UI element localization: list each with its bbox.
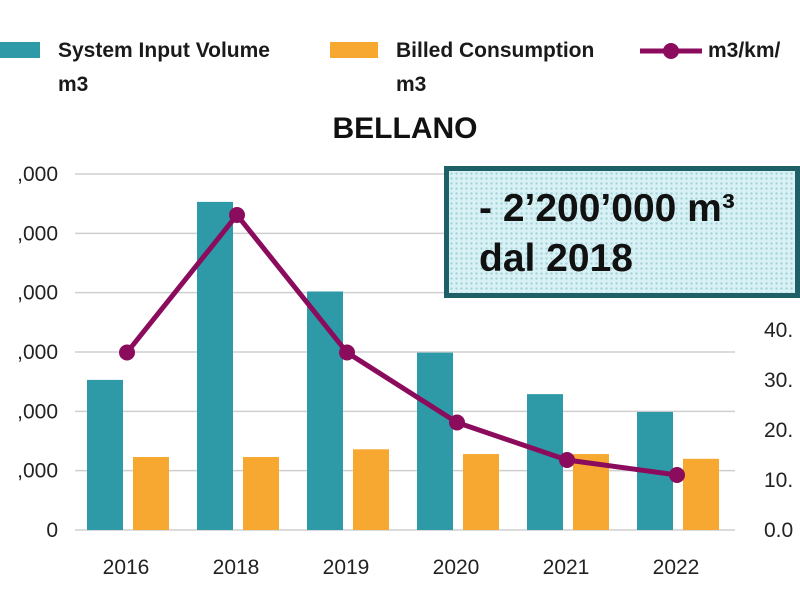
chart-title: BELLANO	[332, 112, 478, 145]
y-tick-label-left: 0	[46, 519, 58, 542]
legend-swatch-system-input	[0, 42, 40, 58]
bar-billed-consumption	[133, 457, 169, 530]
bar-billed-consumption	[683, 458, 719, 530]
x-tick-label: 2018	[213, 556, 260, 579]
y-tick-label-left: ,000	[17, 222, 58, 245]
callout-box: - 2’200’000 m³ dal 2018	[444, 166, 800, 298]
bar-system-input	[417, 352, 453, 530]
legend-label-system-input: System Input Volume m3	[58, 34, 270, 102]
legend-label-system-input-line2: m3	[58, 73, 89, 96]
x-tick-label: 2019	[323, 556, 370, 579]
y-tick-label-right: 20.	[764, 419, 793, 442]
line-point	[559, 452, 575, 468]
bar-billed-consumption	[243, 457, 279, 530]
x-tick-label: 2022	[653, 556, 700, 579]
callout-line2: dal 2018	[479, 237, 633, 280]
y-tick-label-right: 0.0	[764, 519, 793, 542]
line-point	[229, 207, 245, 223]
line-point	[119, 344, 135, 361]
y-tick-label-right: 30.	[764, 369, 793, 392]
y-tick-label-right: 10.	[764, 469, 793, 492]
y-tick-label-left: ,000	[17, 460, 58, 483]
y-tick-label-left: ,000	[17, 163, 58, 186]
line-point	[449, 414, 465, 431]
x-tick-label: 2020	[433, 556, 480, 579]
x-tick-label: 2021	[543, 556, 590, 579]
legend-label-billed-consumption: Billed Consumption m3	[396, 34, 594, 102]
callout-line1: - 2’200’000 m³	[479, 187, 735, 230]
bar-system-input	[197, 201, 233, 531]
legend-label-m3-km-line1: m3/km/	[708, 39, 781, 62]
line-m3-km	[125, 212, 678, 478]
legend-line-dot	[663, 43, 679, 59]
legend-label-m3-km: m3/km/	[708, 34, 780, 68]
legend-swatch-billed-consumption	[330, 42, 378, 58]
bar-billed-consumption	[463, 454, 499, 530]
x-tick-label: 2016	[103, 556, 150, 579]
bar-system-input	[307, 291, 343, 530]
line-point	[669, 467, 685, 483]
y-tick-label-left: ,000	[17, 282, 58, 305]
legend-label-billed-line2: m3	[396, 73, 427, 96]
y-tick-label-left: ,000	[17, 400, 58, 423]
bar-system-input	[87, 379, 123, 530]
y-tick-label-right: 40.	[764, 319, 793, 342]
y-tick-label-left: ,000	[17, 341, 58, 364]
legend-label-billed-line1: Billed Consumption	[396, 39, 595, 62]
bar-billed-consumption	[353, 449, 389, 530]
legend-label-system-input-line1: System Input Volume	[58, 39, 270, 62]
bar-system-input	[527, 394, 563, 530]
line-point	[339, 344, 355, 361]
